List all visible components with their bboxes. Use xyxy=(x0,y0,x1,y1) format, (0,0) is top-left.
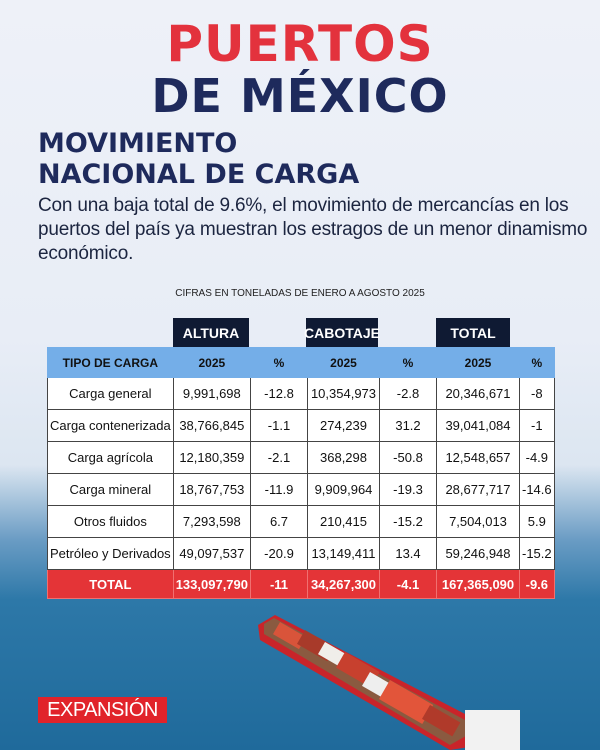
table-cell: -20.9 xyxy=(250,537,308,570)
total-cell: 167,365,090 xyxy=(436,569,520,599)
table-cell: Otros fluidos xyxy=(47,505,174,538)
cargo-ship-image xyxy=(258,615,520,750)
column-header: 2025 xyxy=(172,347,252,378)
header-row: TIPO DE CARGA 2025% 2025% 2025% xyxy=(47,347,555,378)
group-header-cabotaje: CABOTAJE xyxy=(304,318,380,348)
table-cell: 368,298 xyxy=(307,441,380,474)
table-cell: -1 xyxy=(519,409,555,442)
table-cell: 13.4 xyxy=(379,537,437,570)
column-header: 2025 xyxy=(436,347,520,378)
table-cell: -4.9 xyxy=(519,441,555,474)
table-cell: 9,991,698 xyxy=(172,377,252,410)
column-header: 2025 xyxy=(307,347,380,378)
total-cell: -9.6 xyxy=(519,569,555,599)
table-cell: 7,504,013 xyxy=(436,505,520,538)
table-cell: Carga agrícola xyxy=(47,441,174,474)
group-header-total: TOTAL xyxy=(436,318,510,348)
subtitle: MOVIMIENTO NACIONAL DE CARGA xyxy=(38,128,488,190)
table-cell: 10,354,973 xyxy=(307,377,380,410)
table-cell: Carga general xyxy=(47,377,174,410)
table-cell: -14.6 xyxy=(519,473,555,506)
table-cell: 210,415 xyxy=(307,505,380,538)
table-cell: -50.8 xyxy=(379,441,437,474)
table-row: Carga mineral 18,767,753 -11.9 9,909,964 -19… xyxy=(47,473,555,506)
column-header: % xyxy=(519,347,555,378)
table-cell: -2.1 xyxy=(250,441,308,474)
table-cell: 274,239 xyxy=(307,409,380,442)
table-cell: -1.1 xyxy=(250,409,308,442)
table-cell: 28,677,717 xyxy=(436,473,520,506)
table-row: Carga general 9,991,698 -12.8 10,354,973 -2.… xyxy=(47,377,555,410)
table-cell: 12,548,657 xyxy=(436,441,520,474)
table-cell: -19.3 xyxy=(379,473,437,506)
table-cell: -12.8 xyxy=(250,377,308,410)
total-cell: 34,267,300 xyxy=(307,569,380,599)
table-cell: 18,767,753 xyxy=(172,473,252,506)
table-cell: 12,180,359 xyxy=(172,441,252,474)
table-cell: -8 xyxy=(519,377,555,410)
total-cell: -11 xyxy=(250,569,308,599)
table-cell: -15.2 xyxy=(379,505,437,538)
table-row: Carga contenerizada 38,766,845 -1.1 274,239… xyxy=(47,409,555,442)
table-cell: 49,097,537 xyxy=(172,537,252,570)
table-cell: 5.9 xyxy=(519,505,555,538)
table-row: Carga agrícola 12,180,359 -2.1 368,298 -50.8… xyxy=(47,441,555,474)
table-cell: Carga mineral xyxy=(47,473,174,506)
table-cell: -15.2 xyxy=(519,537,555,570)
expansion-logo: EXPANSIÓN xyxy=(38,697,167,723)
cargo-table: TIPO DE CARGA 2025% 2025% 2025% Carga gener… xyxy=(47,347,555,599)
total-cell: -4.1 xyxy=(379,569,437,599)
table-cell: 59,246,948 xyxy=(436,537,520,570)
intro-paragraph: Con una baja total de 9.6%, el movimient… xyxy=(38,195,588,264)
table-cell: 6.7 xyxy=(250,505,308,538)
title-line1: PUERTOS xyxy=(166,15,434,73)
title-line2: DE MÉXICO xyxy=(151,69,449,123)
table-cell: -11.9 xyxy=(250,473,308,506)
table-cell: 31.2 xyxy=(379,409,437,442)
table-row: Petróleo y Derivados 49,097,537 -20.9 13,14… xyxy=(47,537,555,570)
table-cell: 9,909,964 xyxy=(307,473,380,506)
table-cell: 39,041,084 xyxy=(436,409,520,442)
table-cell: Petróleo y Derivados xyxy=(47,537,174,570)
containers xyxy=(273,622,461,737)
column-header: TIPO DE CARGA xyxy=(47,347,174,378)
table-cell: 38,766,845 xyxy=(172,409,252,442)
table-cell: -2.8 xyxy=(379,377,437,410)
column-header: % xyxy=(379,347,437,378)
table-cell: 13,149,411 xyxy=(307,537,380,570)
column-header: % xyxy=(250,347,308,378)
table-cell: 7,293,598 xyxy=(172,505,252,538)
table-row: Otros fluidos 7,293,598 6.7 210,415 -15.2 7,5… xyxy=(47,505,555,538)
table-cell: 20,346,671 xyxy=(436,377,520,410)
caption: CIFRAS EN TONELADAS DE ENERO A AGOSTO 20… xyxy=(175,288,425,299)
group-header-altura: ALTURA xyxy=(173,318,249,348)
total-cell: TOTAL xyxy=(47,569,174,599)
ship-bridge xyxy=(465,710,520,750)
total-row: TOTAL 133,097,790 -11 34,267,300 -4.1 167,365… xyxy=(47,569,555,599)
total-cell: 133,097,790 xyxy=(172,569,252,599)
table-cell: Carga contenerizada xyxy=(47,409,174,442)
subtitle-text: MOVIMIENTO NACIONAL DE CARGA xyxy=(38,128,360,190)
